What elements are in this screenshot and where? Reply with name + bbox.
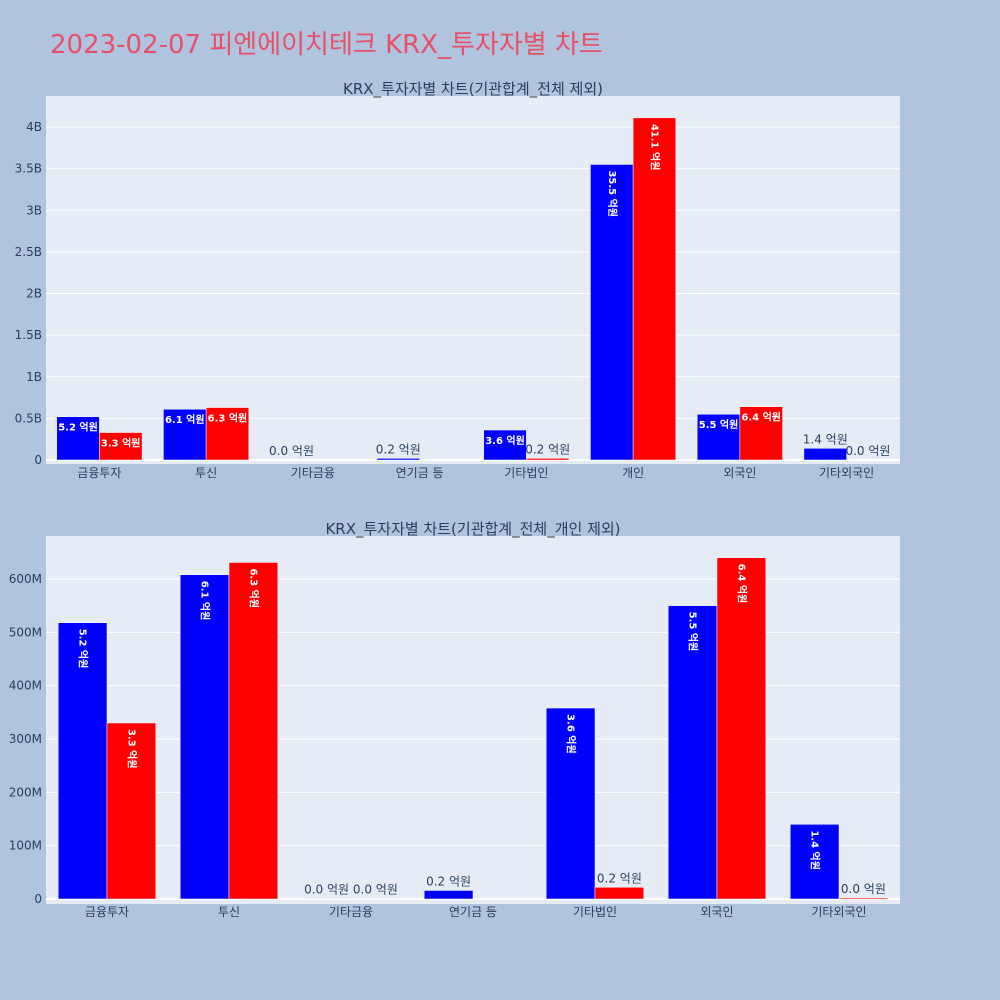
data-label: 6.4 억원 bbox=[735, 564, 748, 604]
data-label: 6.1 억원 bbox=[199, 581, 212, 621]
bar[interactable] bbox=[696, 413, 741, 461]
page-title: 2023-02-07 피엔에이치테크 KRX_투자자별 차트 bbox=[50, 30, 603, 60]
y-tick-label: 300M bbox=[9, 732, 42, 746]
data-label: 41.1 억원 bbox=[648, 124, 661, 171]
y-tick-label: 600M bbox=[9, 572, 42, 586]
bar[interactable] bbox=[803, 448, 847, 461]
bar[interactable] bbox=[789, 824, 840, 900]
data-label: 6.4 억원 bbox=[741, 411, 781, 424]
bar[interactable] bbox=[163, 408, 207, 461]
y-tick-label: 200M bbox=[9, 785, 42, 799]
bar[interactable] bbox=[594, 887, 645, 900]
y-tick-label: 1.5B bbox=[15, 328, 42, 342]
data-label: 5.5 억원 bbox=[699, 418, 739, 431]
bar[interactable] bbox=[301, 898, 352, 900]
chart-title: KRX_투자자별 차트(기관합계_전체_개인 제외) bbox=[325, 520, 620, 539]
chart-2: KRX_투자자별 차트(기관합계_전체_개인 제외) 0 100M 200M 300M 4… bbox=[9, 520, 900, 919]
data-label: 0.2 억원 bbox=[426, 874, 471, 888]
y-tick-label: 500M bbox=[9, 625, 42, 639]
data-label: 0.2 억원 bbox=[525, 442, 570, 456]
x-tick-label: 기타금융 bbox=[291, 466, 335, 480]
x-tick-label: 기타외국인 bbox=[811, 905, 866, 919]
data-label: 0.2 억원 bbox=[376, 442, 421, 456]
bar[interactable] bbox=[632, 117, 677, 461]
data-label: 6.1 억원 bbox=[165, 413, 205, 426]
data-label: 5.2 억원 bbox=[77, 629, 90, 669]
x-tick-label: 연기금 등 bbox=[396, 466, 444, 480]
x-tick-label: 금융투자 bbox=[85, 905, 129, 919]
bar[interactable] bbox=[483, 429, 527, 461]
bar[interactable] bbox=[57, 622, 108, 900]
data-label: 3.6 억원 bbox=[565, 714, 578, 754]
bar[interactable] bbox=[716, 557, 767, 900]
data-label: 0.2 억원 bbox=[597, 871, 642, 885]
y-tick-label: 2.5B bbox=[15, 245, 42, 259]
chart-1: KRX_투자자별 차트(기관합계_전체 제외) 0 0.5B 1B 1.5B 2B 2.5B… bbox=[15, 80, 900, 480]
bar[interactable] bbox=[179, 574, 230, 900]
bar[interactable] bbox=[376, 458, 420, 461]
data-label: 6.3 억원 bbox=[208, 412, 248, 425]
bar[interactable] bbox=[205, 407, 250, 461]
x-tick-label: 금융투자 bbox=[77, 466, 121, 480]
plot-area bbox=[46, 536, 900, 904]
bar[interactable] bbox=[590, 164, 634, 461]
y-tick-label: 3B bbox=[26, 203, 42, 217]
y-tick-label: 0 bbox=[34, 892, 42, 906]
data-label: 0.0 억원 bbox=[353, 882, 398, 896]
bar[interactable] bbox=[423, 890, 474, 900]
x-tick-label: 투신 bbox=[195, 466, 217, 480]
data-label: 5.5 억원 bbox=[687, 612, 700, 652]
data-label: 1.4 억원 bbox=[803, 432, 848, 446]
x-tick-label: 기타외국인 bbox=[819, 466, 874, 480]
data-label: 3.3 억원 bbox=[125, 729, 138, 769]
x-tick-label: 기타법인 bbox=[573, 905, 617, 919]
y-tick-label: 2B bbox=[26, 287, 42, 301]
y-tick-label: 400M bbox=[9, 679, 42, 693]
bar[interactable] bbox=[526, 458, 570, 461]
x-tick-label: 개인 bbox=[622, 466, 644, 480]
data-label: 3.6 억원 bbox=[485, 434, 525, 447]
bar[interactable] bbox=[667, 605, 718, 900]
bar[interactable] bbox=[350, 898, 401, 900]
bar[interactable] bbox=[228, 562, 279, 900]
data-label: 0.0 억원 bbox=[841, 882, 886, 896]
x-tick-label: 투신 bbox=[218, 905, 240, 919]
bar[interactable] bbox=[106, 722, 157, 900]
plot-area bbox=[46, 96, 900, 464]
data-label: 0.0 억원 bbox=[845, 444, 890, 458]
data-label: 3.3 억원 bbox=[101, 437, 141, 450]
data-label: 5.2 억원 bbox=[58, 421, 98, 434]
y-tick-label: 1B bbox=[26, 370, 42, 384]
bar[interactable] bbox=[739, 406, 783, 461]
bar[interactable] bbox=[838, 897, 889, 900]
data-label: 1.4 억원 bbox=[809, 830, 822, 870]
y-tick-label: 0 bbox=[34, 453, 42, 467]
data-label: 0.0 억원 bbox=[304, 882, 349, 896]
bar[interactable] bbox=[99, 432, 143, 461]
x-tick-label: 외국인 bbox=[700, 905, 733, 919]
x-tick-label: 연기금 등 bbox=[449, 905, 497, 919]
bar[interactable] bbox=[56, 416, 100, 461]
y-tick-label: 0.5B bbox=[15, 411, 42, 425]
x-tick-label: 기타금융 bbox=[329, 905, 373, 919]
y-tick-label: 100M bbox=[9, 839, 42, 853]
x-tick-label: 외국인 bbox=[723, 466, 756, 480]
data-label: 6.3 억원 bbox=[247, 568, 260, 608]
x-tick-label: 기타법인 bbox=[504, 466, 548, 480]
y-tick-label: 3.5B bbox=[15, 162, 42, 176]
chart-title: KRX_투자자별 차트(기관합계_전체 제외) bbox=[343, 80, 603, 99]
bar[interactable] bbox=[545, 707, 596, 900]
data-label: 35.5 억원 bbox=[606, 170, 619, 217]
y-tick-label: 4B bbox=[26, 120, 42, 134]
data-label: 0.0 억원 bbox=[269, 444, 314, 458]
